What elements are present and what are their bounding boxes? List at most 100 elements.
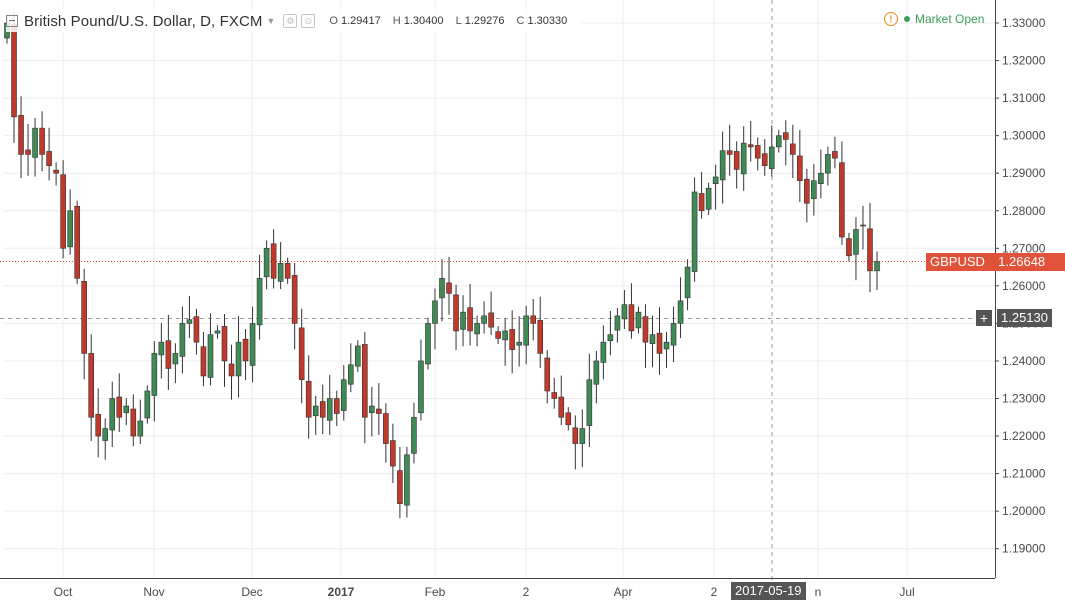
symbol-price: 1.26648: [998, 254, 1046, 269]
candle-body: [579, 428, 586, 444]
candle-body: [509, 329, 515, 350]
candle: [733, 141, 740, 189]
candle-body: [137, 420, 144, 437]
candle: [818, 149, 824, 199]
candle-body: [565, 412, 572, 426]
settings-icon[interactable]: ⚙: [283, 14, 298, 28]
candle: [270, 229, 277, 289]
time-tick-label: Jul: [899, 585, 914, 599]
candle: [656, 307, 663, 375]
candle: [474, 315, 480, 347]
crosshair-date: 2017-05-19: [735, 583, 802, 598]
candle-body: [537, 320, 544, 354]
candle: [677, 277, 684, 339]
candle-body: [347, 364, 354, 385]
collapse-icon[interactable]: [6, 15, 18, 27]
alert-icon[interactable]: !: [884, 12, 898, 26]
candle: [726, 124, 733, 176]
crosshair-plus-button[interactable]: +: [976, 310, 992, 326]
candle: [130, 394, 137, 447]
candle: [411, 402, 417, 464]
candle: [312, 395, 319, 435]
candle-body: [319, 401, 326, 418]
candle: [137, 399, 144, 444]
candle-body: [502, 330, 508, 341]
candle-body: [797, 155, 803, 182]
symbol-price-tag: GBPUSD 1.26648: [926, 253, 1065, 271]
candle: [123, 398, 130, 426]
candle-body: [474, 323, 480, 335]
candle-body: [635, 311, 642, 329]
price-tick-label: 1.23000: [1002, 392, 1046, 406]
candle: [832, 136, 838, 169]
candle-body: [705, 187, 712, 210]
candle: [228, 344, 235, 400]
candle-body: [284, 263, 291, 279]
candle: [754, 137, 761, 171]
candle: [95, 388, 102, 458]
candle-body: [600, 341, 607, 363]
candle-body: [551, 392, 558, 399]
candle: [495, 326, 501, 345]
candle: [719, 131, 726, 204]
candle: [761, 139, 768, 176]
candle: [74, 200, 80, 284]
candle: [551, 377, 558, 409]
status-dot-icon: [904, 16, 910, 22]
candle: [530, 298, 537, 341]
candle: [305, 355, 312, 439]
price-tick-label: 1.28000: [1002, 204, 1046, 218]
candle-body: [460, 311, 466, 330]
candle-body: [74, 205, 80, 279]
hide-icon[interactable]: ⊙: [301, 14, 316, 28]
candle: [516, 316, 522, 367]
candle-body: [67, 210, 73, 248]
candle: [635, 306, 642, 334]
candle-body: [712, 176, 719, 185]
candle: [874, 251, 880, 290]
candle: [572, 415, 579, 470]
candle-body: [425, 323, 431, 365]
candle: [158, 323, 165, 379]
candle: [263, 240, 270, 290]
candle: [860, 205, 866, 250]
candle-body: [558, 396, 565, 418]
candle-body: [853, 229, 859, 255]
candle-body: [25, 149, 31, 155]
candle-body: [207, 334, 214, 378]
market-status[interactable]: ! Market Open: [884, 12, 984, 26]
close-label: C: [516, 15, 525, 27]
candle: [179, 306, 186, 374]
candle-body: [642, 316, 649, 343]
candle: [193, 308, 200, 355]
candle: [747, 121, 754, 162]
low-value: 1.29276: [464, 15, 505, 27]
price-tick-label: 1.30000: [1002, 129, 1046, 143]
candle-body: [495, 331, 501, 339]
candle-body: [60, 174, 66, 249]
candle-body: [158, 341, 165, 356]
candle: [804, 169, 810, 223]
chevron-down-icon[interactable]: ▼: [266, 16, 276, 26]
crosshair-date-tag: 2017-05-19: [731, 582, 806, 600]
candle: [502, 318, 508, 366]
candle: [523, 305, 529, 365]
candle-body: [235, 341, 242, 377]
candle: [775, 130, 782, 153]
candle-body: [39, 127, 45, 155]
time-tick-label: Oct: [54, 585, 73, 599]
candle-body: [832, 151, 838, 159]
candle-body: [818, 172, 824, 185]
candle-body: [656, 332, 663, 354]
candle: [811, 163, 817, 216]
symbol-title[interactable]: British Pound/U.S. Dollar, D, FXCM: [24, 12, 263, 30]
candle-body: [488, 312, 494, 328]
candle-body: [95, 413, 102, 437]
candle-body: [804, 178, 810, 204]
time-tick-label: 2: [711, 585, 718, 599]
crosshair-price: 1.25130: [1001, 310, 1048, 325]
candle: [390, 423, 396, 483]
candle-body: [670, 323, 677, 346]
candle: [109, 381, 116, 447]
